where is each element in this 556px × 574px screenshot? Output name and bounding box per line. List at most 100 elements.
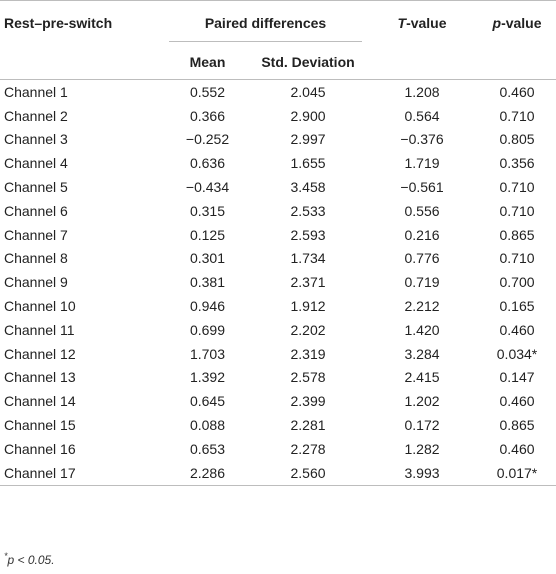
table-row: Channel 8 0.301 1.734 0.776 0.710	[0, 247, 556, 271]
row-t-value: 0.564	[404, 107, 440, 124]
row-sd-value: 2.045	[290, 83, 326, 100]
header-paired-differences-text: Paired differences	[204, 15, 327, 31]
row-mean-value: 2.286	[165, 460, 250, 486]
row-p-value: 0.710	[499, 202, 535, 219]
row-mean-value: 0.088	[189, 417, 226, 434]
row-mean-value: 0.315	[189, 202, 226, 219]
row-sd-value: 2.997	[290, 131, 326, 148]
header-std-deviation: Std. Deviation	[250, 45, 367, 80]
row-channel-label: Channel 10	[4, 298, 76, 315]
table-row: Channel 4 0.636 1.655 1.719 0.356	[0, 151, 556, 175]
row-mean-value: 0.125	[189, 226, 226, 243]
header-empty-t	[366, 45, 479, 80]
row-p-value: 0.710	[499, 179, 535, 196]
header-empty-left	[0, 45, 165, 80]
header-t-value: T-value	[366, 0, 479, 45]
row-sd-value: 2.533	[290, 202, 326, 219]
table-row: Channel 7 0.125 2.593 0.216 0.865	[0, 223, 556, 247]
header-row-sub: Mean Std. Deviation	[0, 45, 556, 80]
row-sd-value: 2.281	[290, 417, 326, 434]
row-p-value: 0.710	[499, 250, 535, 267]
row-t-value: 0.216	[404, 226, 440, 243]
row-sd-value: 2.319	[290, 345, 326, 362]
row-channel-label: Channel 17	[0, 460, 165, 486]
row-p-value: 0.460	[499, 440, 535, 457]
row-sd-value: 2.278	[290, 440, 326, 457]
row-channel-label: Channel 9	[4, 274, 68, 291]
row-p-value: 0.805	[499, 131, 535, 148]
row-mean-value: 0.946	[189, 298, 226, 315]
row-channel-label: Channel 2	[4, 107, 68, 124]
row-t-value: 0.172	[404, 417, 440, 434]
row-sd-value: 1.734	[290, 250, 326, 267]
table-row: Channel 5 −0.434 3.458 −0.561 0.710	[0, 175, 556, 199]
table-row: Channel 17 2.286 2.560 3.993 0.017*	[0, 460, 556, 486]
table-row: Channel 10 0.946 1.912 2.212 0.165	[0, 294, 556, 318]
footnote-marker: *	[4, 551, 8, 561]
table-row: Channel 14 0.645 2.399 1.202 0.460	[0, 389, 556, 413]
row-channel-label: Channel 14	[4, 393, 76, 410]
row-t-value: 1.208	[404, 83, 440, 100]
row-t-value: 0.776	[404, 250, 440, 267]
row-mean-value: 0.653	[189, 440, 226, 457]
row-p-value: 0.460	[499, 393, 535, 410]
row-sd-value: 2.900	[290, 107, 326, 124]
row-mean-value: 0.699	[189, 321, 226, 338]
row-p-value: 0.165	[499, 298, 535, 315]
row-t-value: −0.561	[400, 179, 444, 196]
table-row: Channel 15 0.088 2.281 0.172 0.865	[0, 413, 556, 437]
row-t-value: 3.993	[366, 460, 479, 486]
table-row: Channel 12 1.703 2.319 3.284 0.034*	[0, 342, 556, 366]
row-p-value: 0.356	[499, 155, 535, 172]
row-channel-label: Channel 15	[4, 417, 76, 434]
header-t-rest: -value	[406, 15, 447, 31]
row-mean-value: 0.552	[189, 83, 226, 100]
row-p-value: 0.147	[499, 369, 535, 386]
row-channel-label: Channel 11	[4, 321, 75, 338]
row-mean-value: 1.392	[189, 369, 226, 386]
row-mean-value: 0.381	[189, 274, 226, 291]
row-t-value: 2.212	[404, 298, 440, 315]
row-channel-label: Channel 5	[4, 179, 68, 196]
table-row: Channel 1 0.552 2.045 1.208 0.460	[0, 80, 556, 104]
row-mean-value: −0.252	[185, 131, 230, 148]
header-p-value: p-value	[478, 0, 556, 45]
row-sd-value: 2.578	[290, 369, 326, 386]
row-sd-value: 2.371	[290, 274, 326, 291]
row-t-value: 1.420	[404, 321, 440, 338]
header-row-top: Rest–pre-switch Paired differences T-val…	[0, 0, 556, 45]
table-row: Channel 13 1.392 2.578 2.415 0.147	[0, 366, 556, 390]
row-p-value: 0.034*	[496, 345, 538, 362]
row-channel-label: Channel 13	[4, 369, 76, 386]
table-row: Channel 2 0.366 2.900 0.564 0.710	[0, 104, 556, 128]
row-p-value: 0.017*	[478, 460, 556, 486]
row-p-value: 0.460	[499, 83, 535, 100]
row-sd-value: 1.912	[290, 298, 326, 315]
row-channel-label: Channel 12	[4, 345, 76, 362]
header-empty-p	[478, 45, 556, 80]
row-p-value: 0.700	[499, 274, 535, 291]
table-row: Channel 11 0.699 2.202 1.420 0.460	[0, 318, 556, 342]
row-t-value: 1.202	[404, 393, 440, 410]
row-t-value: 1.719	[404, 155, 440, 172]
row-channel-label: Channel 4	[4, 155, 68, 172]
row-t-value: 1.282	[404, 440, 440, 457]
table-row: Channel 3 −0.252 2.997 −0.376 0.805	[0, 128, 556, 152]
row-t-value: 2.415	[404, 369, 440, 386]
row-p-value: 0.865	[499, 226, 535, 243]
row-t-value: 0.719	[404, 274, 440, 291]
row-sd-value: 3.458	[290, 179, 326, 196]
header-p-italic: p	[492, 15, 502, 31]
row-t-value: 0.556	[404, 202, 440, 219]
row-channel-label: Channel 3	[4, 131, 68, 148]
header-mean: Mean	[165, 45, 250, 80]
row-p-value: 0.865	[499, 417, 535, 434]
row-sd-value: 1.655	[290, 155, 326, 172]
row-channel-label: Channel 6	[4, 202, 68, 219]
row-sd-value: 2.202	[290, 321, 326, 338]
footnote-text: p < 0.05.	[7, 553, 55, 567]
row-channel-label: Channel 16	[4, 440, 76, 457]
row-mean-value: 0.301	[189, 250, 226, 267]
row-sd-value: 2.560	[250, 460, 367, 486]
